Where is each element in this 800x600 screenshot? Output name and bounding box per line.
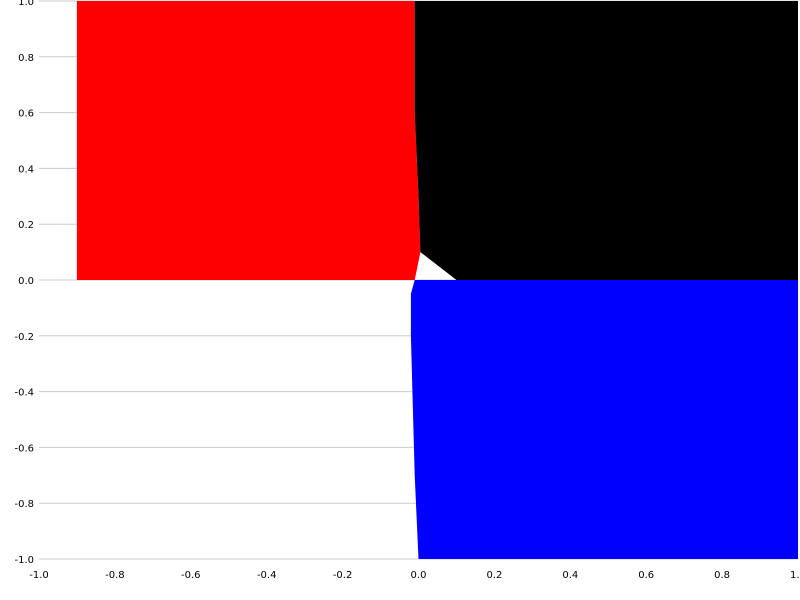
x-tick-label: 0.6 xyxy=(638,570,654,581)
y-tick-label: -0.4 xyxy=(14,388,34,399)
y-tick-label: -0.6 xyxy=(14,443,34,454)
y-axis-ticks: 1.0 0.8 0.6 0.4 0.2 0.0 -0.2 -0.4 -0.6 -0.8 -1.0 xyxy=(14,0,34,566)
x-axis-ticks: -1.0 -0.8 -0.6 -0.4 -0.2 0.0 0.2 0.4 0.6 0.8 1.0 xyxy=(29,570,800,581)
x-tick-label: 0.0 xyxy=(411,570,427,581)
x-tick-label: -0.6 xyxy=(181,570,201,581)
x-tick-label: -0.2 xyxy=(333,570,353,581)
x-tick-label: -0.8 xyxy=(105,570,125,581)
y-tick-label: 0.2 xyxy=(18,220,34,231)
y-tick-label: -0.8 xyxy=(14,499,34,510)
y-tick-label: -1.0 xyxy=(14,555,34,566)
black-region xyxy=(414,1,798,280)
y-tick-label: 0.6 xyxy=(18,109,34,120)
y-tick-label: 1.0 xyxy=(18,0,34,8)
y-tick-label: 0.0 xyxy=(18,276,34,287)
x-tick-label: 1.0 xyxy=(790,570,800,581)
y-tick-label: -0.2 xyxy=(14,332,34,343)
x-tick-label: 0.2 xyxy=(486,570,502,581)
x-tick-label: 0.4 xyxy=(562,570,578,581)
red-region xyxy=(76,1,421,280)
blue-region xyxy=(410,280,798,559)
x-tick-label: 0.8 xyxy=(714,570,730,581)
y-tick-label: 0.4 xyxy=(18,164,34,175)
x-tick-label: -0.4 xyxy=(257,570,277,581)
regions xyxy=(76,1,798,559)
y-tick-label: 0.8 xyxy=(18,53,34,64)
x-tick-label: -1.0 xyxy=(29,570,49,581)
